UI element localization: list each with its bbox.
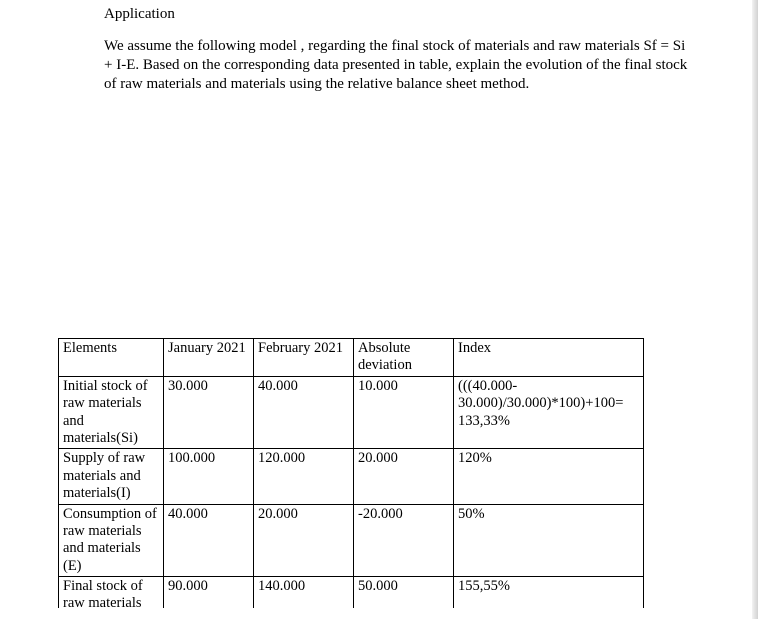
cell-element: Final stock of raw materials and materia… — [59, 577, 164, 608]
cell-value: 120% — [454, 449, 644, 504]
cell-value: 90.000 — [164, 577, 254, 608]
document-body: Application We assume the following mode… — [0, 0, 620, 93]
section-heading: Application — [104, 6, 620, 23]
cell-value: 50.000 — [354, 577, 454, 608]
col-header-absdev: Absolute deviation — [354, 339, 454, 377]
col-header-elements: Elements — [59, 339, 164, 377]
cell-value: 20.000 — [254, 504, 354, 577]
cell-element: Supply of raw materials and materials(I) — [59, 449, 164, 504]
data-table-container: Elements January 2021 February 2021 Abso… — [58, 338, 644, 608]
cell-value: 120.000 — [254, 449, 354, 504]
col-header-january: January 2021 — [164, 339, 254, 377]
cell-value: 140.000 — [254, 577, 354, 608]
cell-element: Initial stock of raw materials and mater… — [59, 376, 164, 449]
table-row: Supply of raw materials and materials(I)… — [59, 449, 644, 504]
cell-value: -20.000 — [354, 504, 454, 577]
cell-value: 20.000 — [354, 449, 454, 504]
cell-value: 155,55% — [454, 577, 644, 608]
table-header-row: Elements January 2021 February 2021 Abso… — [59, 339, 644, 377]
cell-value: 30.000 — [164, 376, 254, 449]
cell-value: (((40.000-30.000)/30.000)*100)+100= 133,… — [454, 376, 644, 449]
col-header-february: February 2021 — [254, 339, 354, 377]
cell-value: 10.000 — [354, 376, 454, 449]
problem-statement: We assume the following model , regardin… — [104, 37, 694, 93]
table-row: Consumption of raw materials and materia… — [59, 504, 644, 577]
table-row: Initial stock of raw materials and mater… — [59, 376, 644, 449]
cell-value: 100.000 — [164, 449, 254, 504]
cell-value: 40.000 — [164, 504, 254, 577]
balance-sheet-table: Elements January 2021 February 2021 Abso… — [58, 338, 644, 608]
cell-value: 50% — [454, 504, 644, 577]
table-row: Final stock of raw materials and materia… — [59, 577, 644, 608]
cell-value: 40.000 — [254, 376, 354, 449]
document-page: Application We assume the following mode… — [0, 0, 758, 619]
cell-element: Consumption of raw materials and materia… — [59, 504, 164, 577]
col-header-index: Index — [454, 339, 644, 377]
